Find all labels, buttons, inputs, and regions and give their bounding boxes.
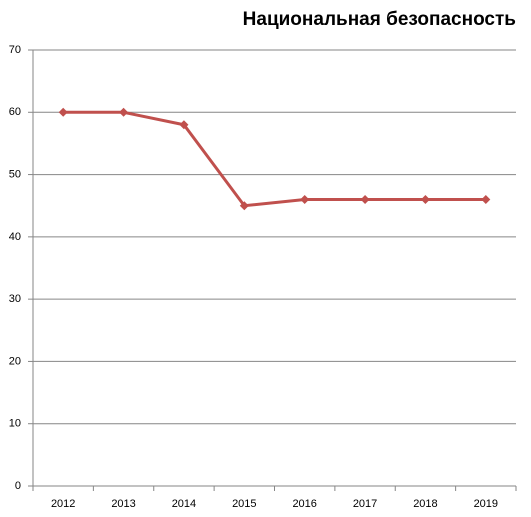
line-series xyxy=(63,110,486,208)
point-marker xyxy=(420,194,430,204)
y-tick-label: 10 xyxy=(9,418,21,430)
point-marker xyxy=(360,194,370,204)
point-marker xyxy=(481,194,491,204)
x-tick-label: 2018 xyxy=(413,498,437,510)
y-tick-label: 30 xyxy=(9,293,21,305)
point-marker xyxy=(119,107,129,117)
x-tick-label: 2019 xyxy=(474,498,498,510)
y-tick-label: 40 xyxy=(9,231,21,243)
point-marker xyxy=(58,107,68,117)
x-tick-label: 2013 xyxy=(111,498,135,510)
x-tick-label: 2017 xyxy=(353,498,377,510)
x-tick-label: 2014 xyxy=(172,498,196,510)
point-marker xyxy=(179,120,189,130)
chart-title: Национальная безопасность xyxy=(243,9,516,30)
y-tick-label: 70 xyxy=(9,44,21,56)
y-tick-label: 50 xyxy=(9,168,21,180)
x-tick-label: 2016 xyxy=(292,498,316,510)
y-tick-label: 0 xyxy=(15,480,21,492)
x-tick-label: 2012 xyxy=(51,498,75,510)
point-marker xyxy=(300,194,310,204)
y-tick-label: 20 xyxy=(9,355,21,367)
point-marker xyxy=(239,201,249,211)
y-tick-label: 60 xyxy=(9,106,21,118)
x-tick-label: 2015 xyxy=(232,498,256,510)
